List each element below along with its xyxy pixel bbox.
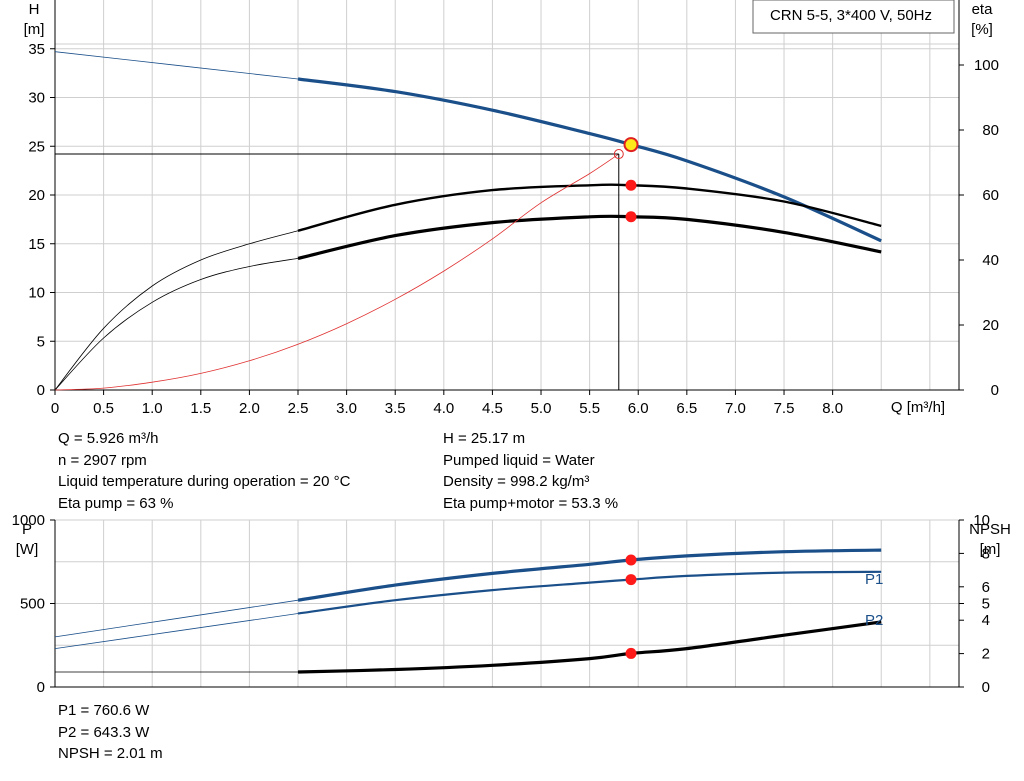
operating-point-marker <box>623 137 639 153</box>
lower-info: P1 = 760.6 W P2 = 643.3 W NPSH = 2.01 m <box>58 700 163 765</box>
top-right-tick-label: 0 <box>991 382 999 399</box>
top-left-tick-label: 30 <box>28 90 45 107</box>
x-axis-label: Q [m³/h] <box>891 399 945 416</box>
top-right-tick-label: 80 <box>982 122 999 139</box>
bottom-marker <box>625 647 637 659</box>
eta-total-readout: Eta pump+motor = 53.3 % <box>443 494 619 512</box>
top-chart-series <box>54 51 882 391</box>
upper-info-right: H = 25.17 m Pumped liquid = Water Densit… <box>443 428 618 514</box>
p2-curve-thin-segment <box>54 613 299 649</box>
x-tick-label: 8.0 <box>822 400 843 417</box>
x-tick-label: 3.5 <box>385 400 406 417</box>
top-left-tick-label: 15 <box>28 236 45 253</box>
bottom-right-tick-label: 2 <box>982 646 990 663</box>
bottom-right-tick-label: 5 <box>982 596 990 613</box>
x-tick-label: 2.5 <box>288 400 309 417</box>
bottom-left-tick-label: 1000 <box>12 512 45 529</box>
eta-total-curve-thin-segment <box>54 258 299 391</box>
x-tick-label: 5.0 <box>531 400 552 417</box>
head-curve <box>297 77 882 243</box>
bottom-marker <box>625 574 637 586</box>
top-chart-ticks: 0 0.5 1.0 1.5 2.0 2.5 3.0 3.5 4.0 4.5 5.0 5.5 6.0 6.5… <box>28 41 999 417</box>
npsh-curve <box>297 620 882 674</box>
bottom-right-tick-label: 10 <box>973 512 990 529</box>
p2-curve <box>297 570 882 615</box>
bottom-chart-series <box>54 548 882 674</box>
top-left-axis-title: H <box>29 1 40 18</box>
top-right-axis-title: eta <box>972 1 994 18</box>
head-curve-thin-segment <box>54 51 299 80</box>
bottom-left-tick-label: 0 <box>37 679 45 696</box>
speed-readout: n = 2907 rpm <box>58 451 147 469</box>
bottom-right-tick-label: 8 <box>982 545 990 562</box>
bottom-right-axis-unit: [m] <box>980 541 1001 558</box>
top-left-tick-label: 20 <box>28 187 45 204</box>
eta-marker <box>625 179 637 191</box>
x-tick-label: 5.5 <box>579 400 600 417</box>
x-tick-label: 7.0 <box>725 400 746 417</box>
bottom-chart-ticks: 0 500 1000 0 2 456 8 10 <box>12 512 990 696</box>
duty-point-marker <box>613 149 624 160</box>
top-left-tick-label: 0 <box>37 382 45 399</box>
x-tick-label: 0.5 <box>93 400 114 417</box>
head-readout: H = 25.17 m <box>443 430 526 447</box>
system-curve-thin-segment <box>54 153 620 391</box>
bottom-right-tick-label: 4 <box>982 612 990 629</box>
bottom-left-axis-title: P <box>22 521 32 538</box>
top-chart-grid <box>54 0 960 391</box>
top-right-axis-unit: [%] <box>971 21 993 38</box>
flow-readout: Q = 5.926 m³/h <box>58 430 159 447</box>
bottom-left-tick-label: 500 <box>20 596 45 613</box>
p2-readout: P2 = 643.3 W <box>58 723 150 741</box>
top-right-tick-label: 60 <box>982 187 999 204</box>
x-tick-label: 7.5 <box>774 400 795 417</box>
eta-marker <box>625 211 637 223</box>
p1-series-label: P1 <box>865 571 883 588</box>
bottom-left-axis-unit: [W] <box>16 541 39 558</box>
liquid-readout: Pumped liquid = Water <box>443 451 595 469</box>
top-left-axis-unit: [m] <box>24 21 45 38</box>
bottom-right-axis-title: NPSH <box>969 521 1011 538</box>
bottom-right-tick-label: 0 <box>982 679 990 696</box>
p1-curve-thin-segment <box>54 599 299 638</box>
top-right-tick-label: 40 <box>982 252 999 269</box>
x-tick-label: 2.0 <box>239 400 260 417</box>
chart-title: CRN 5-5, 3*400 V, 50Hz <box>770 7 932 24</box>
x-tick-label: 1.5 <box>190 400 211 417</box>
upper-info-left: Q = 5.926 m³/h n = 2907 rpm Liquid tempe… <box>58 428 350 514</box>
top-left-tick-label: 5 <box>37 333 45 350</box>
eta-pump-curve <box>297 183 882 232</box>
x-tick-label: 6.0 <box>628 400 649 417</box>
x-tick-label: 1.0 <box>142 400 163 417</box>
eta-total-curve <box>297 214 882 260</box>
x-tick-label: 6.5 <box>676 400 697 417</box>
eta-pump-readout: Eta pump = 63 % <box>58 494 174 512</box>
bottom-right-tick-label: 6 <box>982 579 990 596</box>
bottom-marker <box>625 554 637 566</box>
p1-curve <box>297 548 882 602</box>
x-tick-label: 0 <box>51 400 59 417</box>
top-right-tick-label: 100 <box>974 57 999 74</box>
x-tick-label: 4.5 <box>482 400 503 417</box>
top-left-tick-label: 25 <box>28 138 45 155</box>
title-box <box>752 0 955 34</box>
x-tick-label: 4.0 <box>433 400 454 417</box>
p2-series-label: P2 <box>865 612 883 629</box>
eta-pump-curve-thin-segment <box>54 230 299 391</box>
density-readout: Density = 998.2 kg/m³ <box>443 473 590 490</box>
top-left-tick-label: 35 <box>28 41 45 58</box>
p1-readout: P1 = 760.6 W <box>58 702 150 719</box>
top-left-tick-label: 10 <box>28 285 45 302</box>
top-right-tick-label: 20 <box>982 317 999 334</box>
temperature-readout: Liquid temperature during operation = 20… <box>58 473 351 490</box>
x-tick-label: 3.0 <box>336 400 357 417</box>
npsh-readout: NPSH = 2.01 m <box>58 745 163 762</box>
bottom-chart-grid <box>54 519 960 688</box>
